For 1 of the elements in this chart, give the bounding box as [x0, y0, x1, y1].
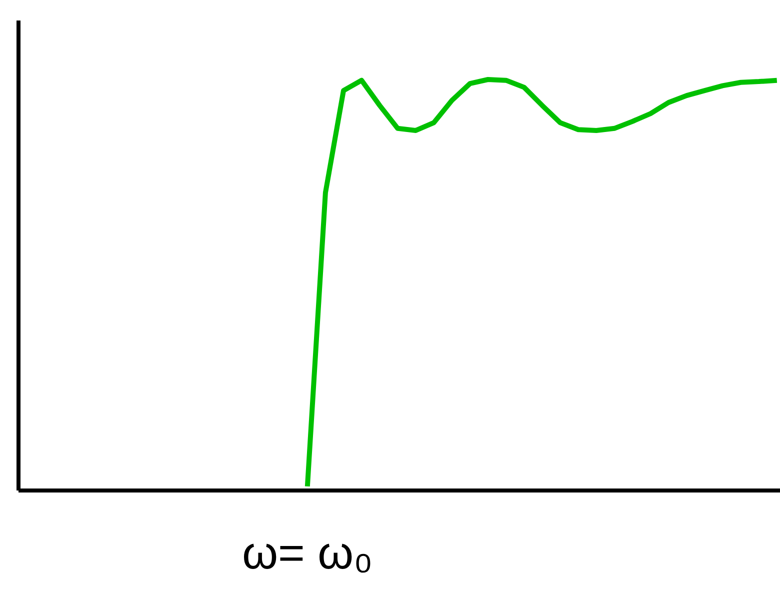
text: ω= ω₀: [242, 526, 373, 578]
